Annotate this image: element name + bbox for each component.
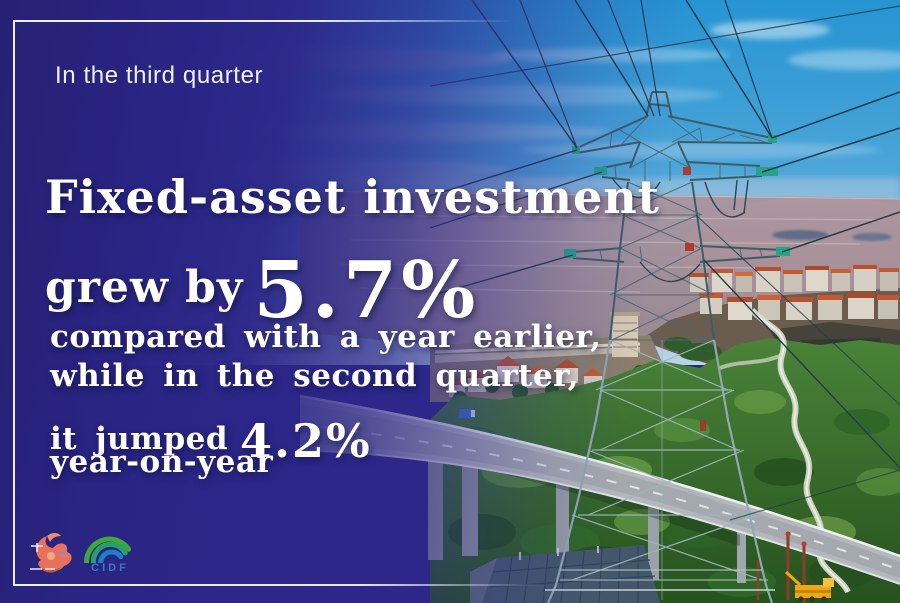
truck-on-bridge: [459, 409, 475, 418]
body-line3-prefix: it jumped: [50, 421, 229, 457]
body-line3: it jumped 4.2%: [50, 406, 372, 468]
q2-growth-value: 4.2%: [240, 414, 372, 468]
headline-line2: grew by 5.7%: [45, 230, 479, 336]
body-line1: compared with a year earlier,: [50, 319, 602, 355]
kicker-text: In the third quarter: [55, 62, 264, 89]
body-line4: year-on-year: [50, 444, 274, 480]
cidf-triple-arc-logo-icon: [84, 536, 132, 563]
body-line2: while in the second quarter,: [50, 358, 580, 394]
q3-growth-value: 5.7%: [253, 245, 480, 336]
cidf-logo-label: CIDF: [91, 562, 129, 574]
headline-line2-prefix: grew by: [45, 262, 244, 313]
headline-line1: Fixed-asset investment: [45, 170, 660, 224]
red-bird-news-logo-icon: [30, 533, 72, 573]
